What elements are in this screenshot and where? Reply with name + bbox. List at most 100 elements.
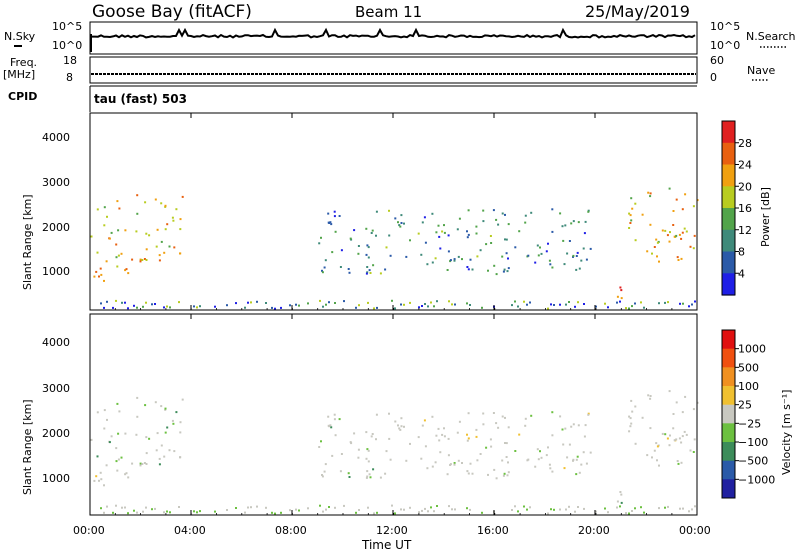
power-pixel — [551, 208, 554, 211]
power-pixel — [158, 254, 161, 257]
velocity-pixel — [318, 446, 321, 448]
velocity-pixel — [389, 458, 392, 461]
velocity-pixel — [120, 456, 123, 459]
power-pixel — [271, 306, 273, 309]
power-pixel — [479, 249, 482, 252]
power-pixel — [391, 299, 393, 302]
velocity-pixel — [327, 424, 330, 427]
noise-left-tick-bottom: 10^0 — [52, 39, 82, 52]
power-pixel — [656, 255, 658, 258]
power-pixel — [694, 300, 696, 303]
velocity-cbar-segment-2 — [722, 367, 735, 387]
velocity-pixel — [103, 427, 106, 430]
velocity-pixel — [421, 424, 424, 427]
power-pixel — [181, 195, 184, 198]
velocity-panel-frame — [89, 313, 698, 516]
power-pixel — [437, 224, 440, 227]
velocity-pixel — [576, 455, 579, 458]
power-pixel — [681, 231, 684, 234]
velocity-pixel — [616, 500, 619, 503]
power-pixel — [693, 234, 696, 237]
power-ytick-1000: 1000 — [42, 265, 70, 278]
velocity-pixel — [164, 431, 167, 434]
x-tick-2: 08:00 — [275, 524, 307, 537]
power-pixel — [160, 202, 163, 205]
power-pixel — [658, 260, 660, 263]
power-pixel — [688, 305, 690, 308]
power-pixel — [319, 299, 321, 302]
velocity-colorbar: 1000 500 100 25 −25 −100 −500 −1000 — [721, 329, 775, 499]
power-pixel — [504, 213, 506, 216]
velocity-pixel — [171, 419, 174, 422]
power-pixel — [397, 221, 399, 224]
power-pixel — [481, 306, 483, 309]
velocity-pixel — [447, 437, 450, 440]
velocity-pixel — [307, 507, 309, 510]
power-pixel — [547, 242, 549, 245]
velocity-pixel — [485, 446, 488, 449]
power-pixel — [144, 201, 147, 204]
power-pixel — [587, 209, 590, 212]
power-pixel — [175, 208, 178, 211]
velocity-pixel — [625, 512, 627, 515]
power-pixel — [666, 234, 669, 237]
velocity-pixel — [628, 512, 630, 515]
power-pixel — [692, 247, 695, 250]
velocity-pixel — [501, 459, 504, 462]
power-pixel — [469, 304, 471, 306]
velocity-pixel — [530, 414, 533, 417]
power-pixel — [640, 301, 642, 304]
velocity-pixel — [565, 508, 567, 511]
station-title: Goose Bay (fitACF) — [92, 2, 252, 22]
velocity-pixel — [514, 505, 516, 508]
power-pixel — [365, 227, 368, 230]
power-pixel — [467, 268, 470, 271]
power-pixel — [196, 306, 198, 309]
velocity-pixel — [643, 511, 645, 514]
velocity-pixel — [461, 462, 463, 464]
velocity-pixel — [487, 473, 489, 476]
power-pixel — [443, 224, 445, 227]
power-pixel — [539, 246, 541, 249]
power-pixel — [449, 259, 452, 262]
power-pixel — [357, 252, 360, 255]
velocity-pixel — [501, 415, 504, 418]
velocity-pixel — [475, 435, 478, 438]
velocity-pixel — [424, 507, 426, 510]
power-pixel — [630, 197, 633, 200]
power-pixel — [620, 297, 623, 300]
power-pixel — [103, 224, 106, 227]
velocity-pixel — [173, 450, 176, 453]
power-pixel — [124, 301, 126, 304]
power-pixel — [565, 303, 567, 306]
power-pixel — [131, 258, 134, 261]
power-pixel — [151, 303, 153, 306]
power-pixel — [503, 268, 506, 271]
velocity-pixel — [658, 507, 660, 510]
velocity-pixel — [235, 507, 237, 509]
velocity-cbar-segment-0 — [722, 330, 735, 350]
velocity-pixel — [121, 506, 123, 509]
power-pixel — [366, 271, 369, 274]
velocity-pixel — [682, 507, 684, 510]
power-pixel — [141, 259, 144, 261]
power-pixel — [116, 265, 119, 268]
power-pixel — [320, 236, 322, 239]
velocity-pixel — [358, 509, 360, 511]
power-pixel — [578, 267, 581, 270]
power-pixel — [553, 304, 555, 306]
power-pixel — [619, 300, 621, 303]
power-pixel — [96, 251, 99, 254]
power-pixel — [527, 254, 530, 257]
power-pixel — [280, 306, 282, 309]
velocity-pixel — [583, 435, 586, 438]
power-cbar-tick-2: 12 — [738, 224, 752, 237]
velocity-pixel — [103, 409, 106, 412]
velocity-pixel — [589, 451, 592, 454]
velocity-pixel — [578, 471, 581, 474]
power-pixel — [235, 302, 237, 305]
power-pixel — [265, 302, 267, 304]
velocity-pixel — [441, 433, 444, 436]
velocity-pixel — [559, 415, 562, 418]
power-pixel — [564, 224, 567, 227]
